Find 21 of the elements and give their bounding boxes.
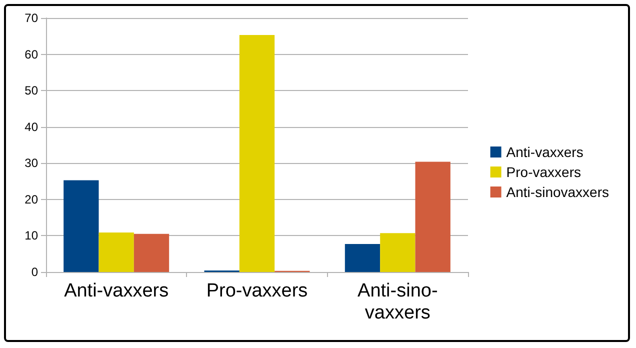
bar [98, 232, 134, 272]
y-tick-label: 70 [24, 11, 38, 25]
bar [415, 162, 450, 272]
bar [64, 180, 99, 272]
y-tick-label: 30 [24, 156, 38, 170]
y-tick-label: 0 [31, 265, 38, 279]
y-tick-label: 40 [24, 120, 38, 134]
x-tick-label: Anti-sino-vaxxers [358, 280, 438, 324]
y-tick-label: 60 [24, 47, 38, 62]
y-tick-label: 20 [24, 192, 38, 206]
bar [134, 234, 170, 272]
legend-label: Anti-sinovaxxers [506, 184, 609, 200]
legend-label: Anti-vaxxers [506, 144, 584, 160]
bar [344, 244, 380, 272]
x-tick-label: Anti-vaxxers [64, 280, 169, 302]
bar [239, 35, 275, 272]
y-tick-label: 10 [24, 228, 38, 243]
legend-label: Pro-vaxxers [506, 164, 581, 180]
x-tick-label: Pro-vaxxers [206, 280, 308, 302]
y-tick-label: 50 [24, 84, 38, 98]
bar [380, 233, 416, 272]
